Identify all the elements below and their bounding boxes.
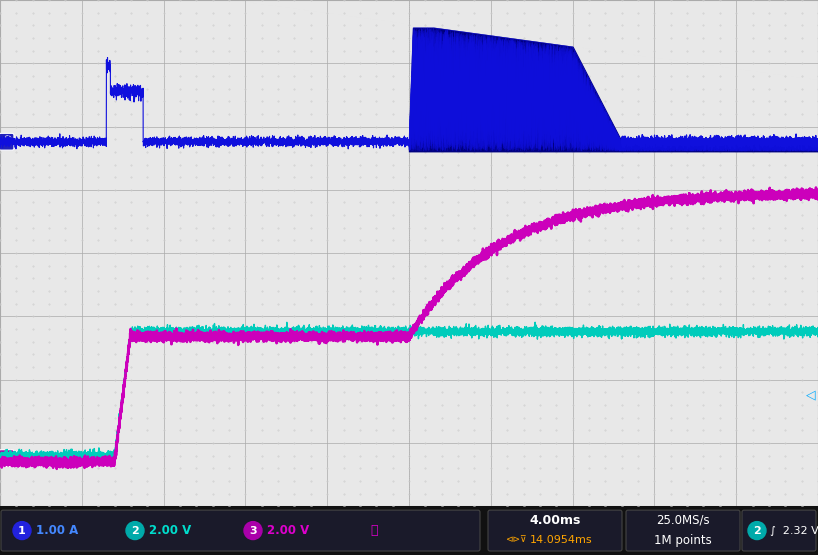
Text: 14.0954ms: 14.0954ms <box>530 535 592 545</box>
Text: 1M points: 1M points <box>654 533 712 547</box>
Text: 3: 3 <box>249 526 257 536</box>
FancyBboxPatch shape <box>1 510 480 551</box>
Text: 1.00 A: 1.00 A <box>36 524 79 537</box>
Text: 2.00 V: 2.00 V <box>267 524 309 537</box>
Text: Ꞵ: Ꞵ <box>370 524 377 537</box>
Text: 2: 2 <box>131 526 139 536</box>
FancyBboxPatch shape <box>626 510 740 551</box>
Text: ∫  2.32 V: ∫ 2.32 V <box>770 526 818 536</box>
Text: 2: 2 <box>753 526 761 536</box>
Text: 2.00 V: 2.00 V <box>149 524 191 537</box>
Text: 1: 1 <box>18 526 26 536</box>
Text: 25.0MS/s: 25.0MS/s <box>656 513 710 527</box>
Text: ①: ① <box>1 135 12 148</box>
Circle shape <box>13 522 31 539</box>
Text: ⊲⊳⊽: ⊲⊳⊽ <box>505 536 527 544</box>
Text: ③: ③ <box>1 452 12 465</box>
Circle shape <box>748 522 766 539</box>
Text: 4.00ms: 4.00ms <box>529 513 581 527</box>
FancyBboxPatch shape <box>742 510 816 551</box>
FancyBboxPatch shape <box>488 510 622 551</box>
Text: ◁: ◁ <box>806 388 816 401</box>
Circle shape <box>244 522 262 539</box>
Circle shape <box>126 522 144 539</box>
